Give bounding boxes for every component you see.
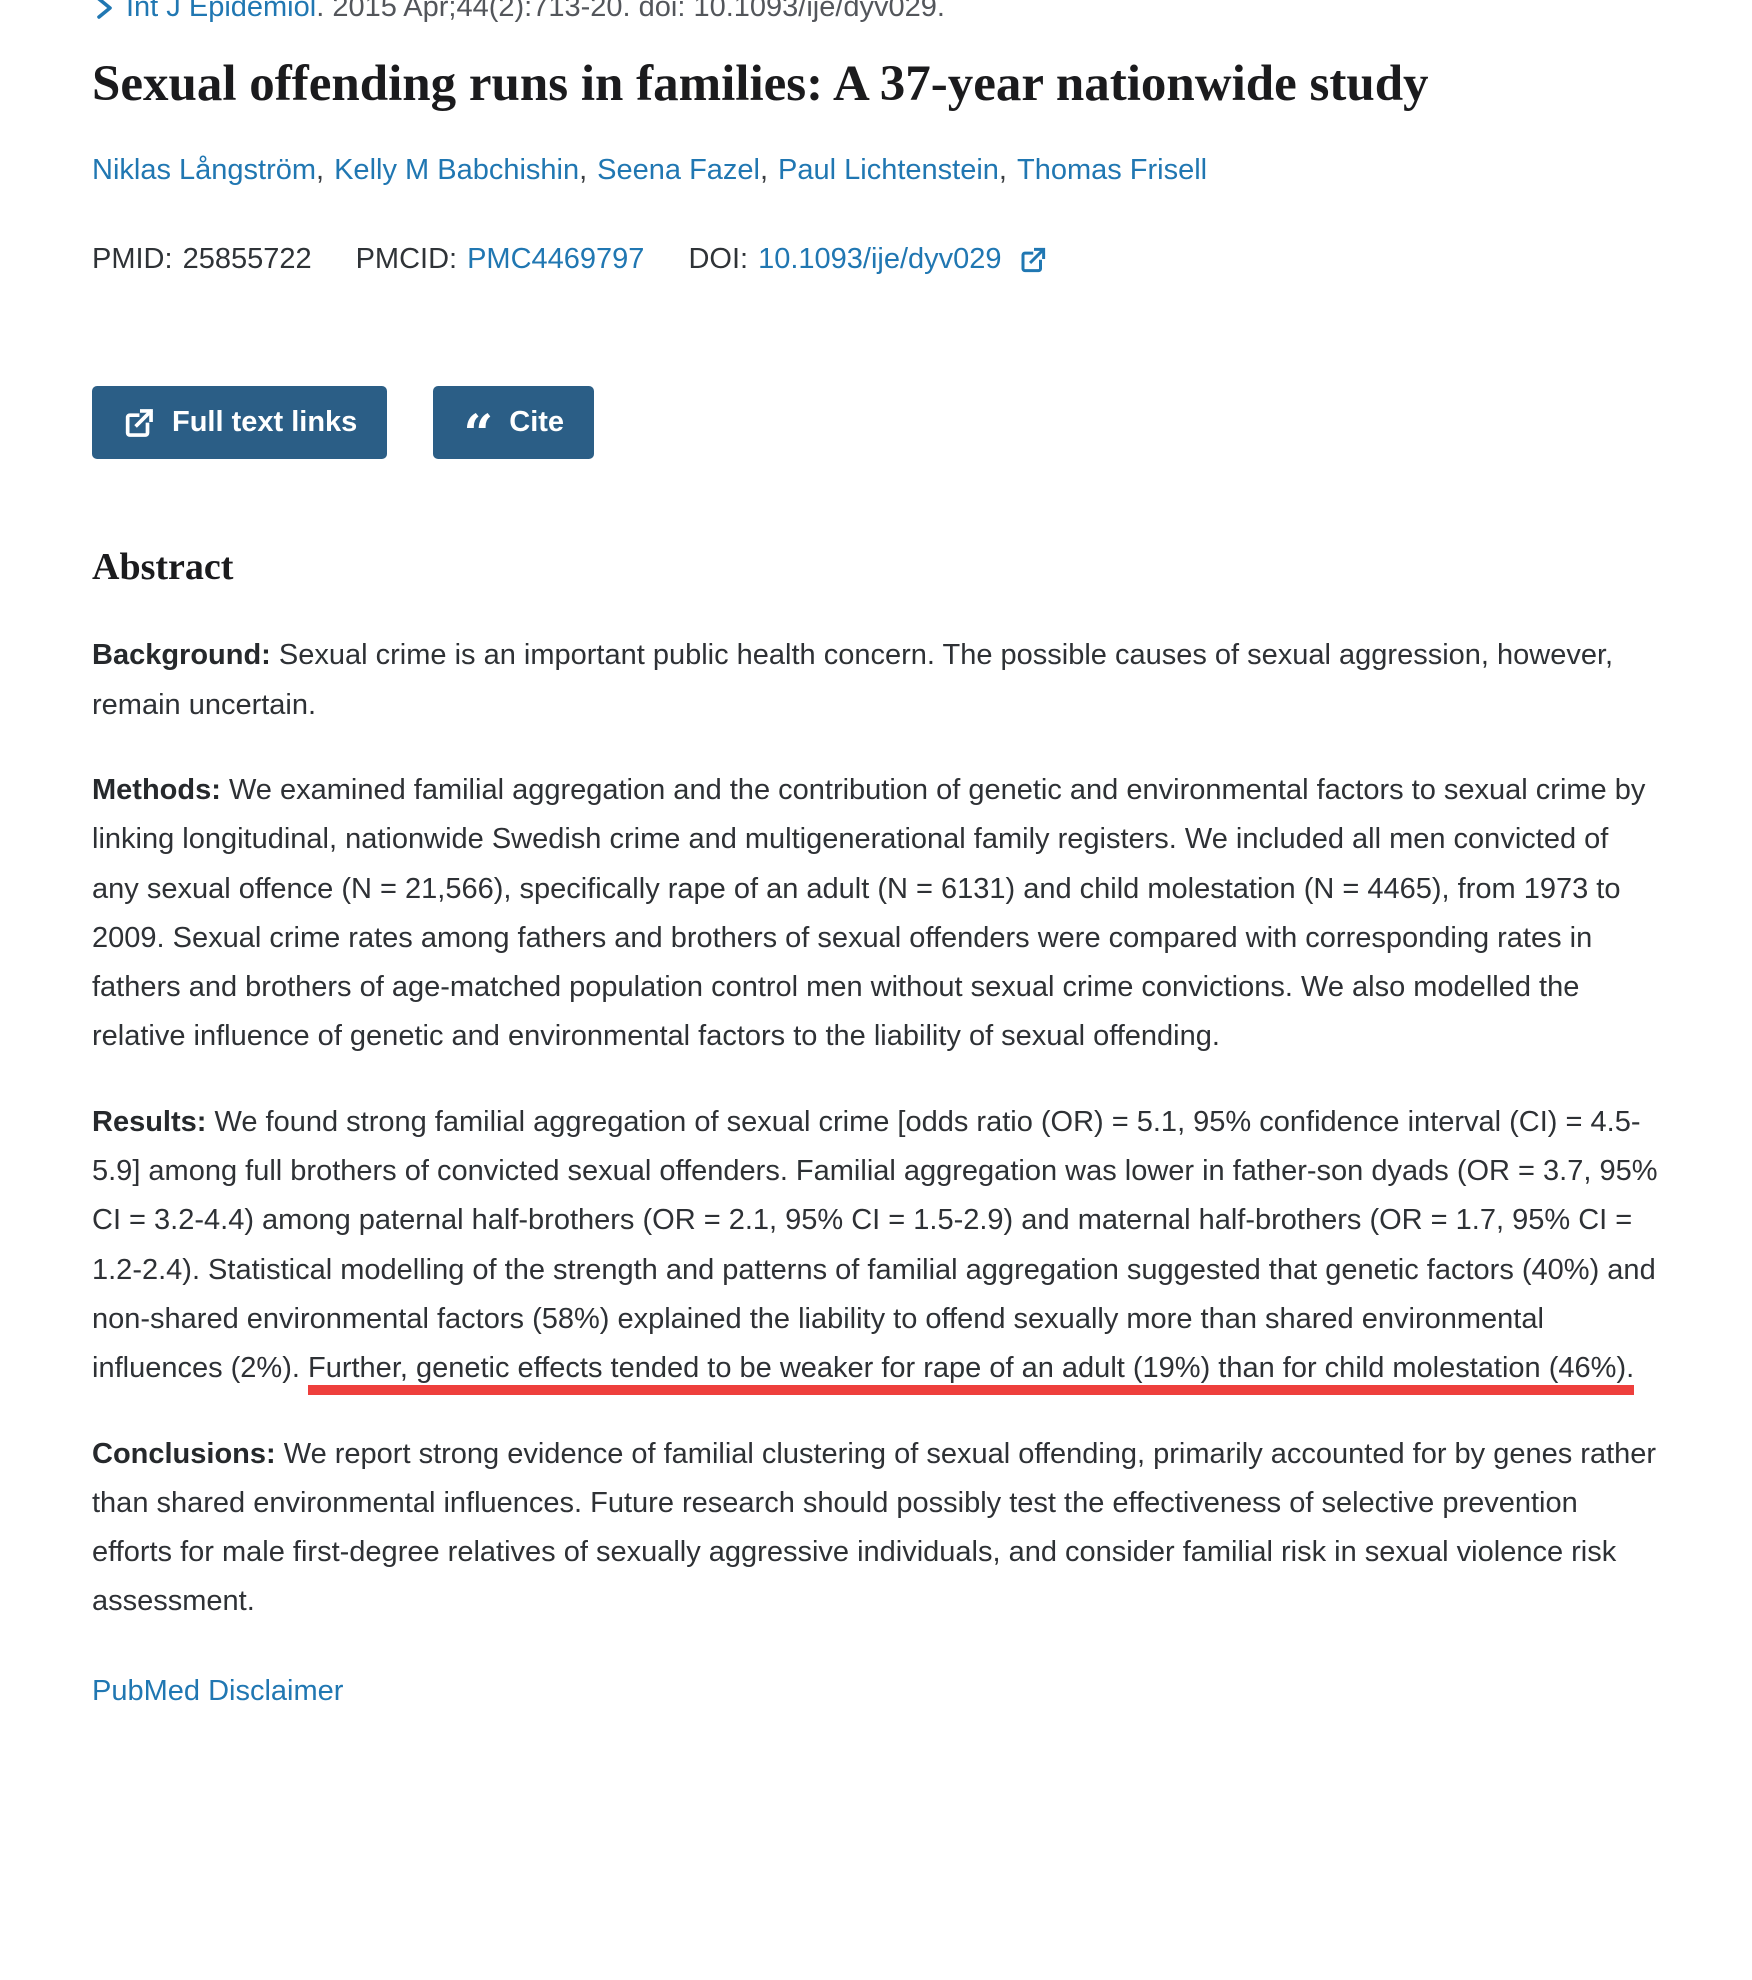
results-label: Results: (92, 1105, 207, 1138)
conclusions-label: Conclusions: (92, 1437, 276, 1470)
pmcid-label: PMCID: (355, 243, 458, 276)
author-link[interactable]: Kelly M Babchishin (334, 153, 580, 186)
author-link[interactable]: Thomas Frisell (1016, 153, 1208, 186)
cite-button[interactable]: “ Cite (433, 386, 595, 460)
doi-item: DOI: 10.1093/ije/dyv029 (688, 243, 1047, 276)
author-separator: , (998, 153, 1007, 186)
pmid-value: 25855722 (182, 243, 312, 276)
methods-text: We examined familial aggregation and the… (92, 773, 1646, 1053)
abstract-conclusions-paragraph: Conclusions: We report strong evidence o… (92, 1430, 1660, 1627)
author-separator: , (316, 153, 325, 186)
abstract-background-paragraph: Background: Sexual crime is an important… (92, 631, 1660, 730)
pubmed-abstract-page: Int J Epidemiol. 2015 Apr;44(2):713-20. … (92, 0, 1660, 1707)
cite-label: Cite (509, 406, 565, 439)
author-link[interactable]: Paul Lichtenstein (778, 153, 999, 186)
authors-list: Niklas Långström, Kelly M Babchishin, Seen… (92, 152, 1660, 190)
methods-label: Methods: (92, 773, 221, 806)
pubmed-disclaimer-link[interactable]: PubMed Disclaimer (92, 1674, 344, 1707)
background-text: Sexual crime is an important public heal… (92, 639, 1614, 721)
full-text-links-label: Full text links (172, 406, 358, 439)
action-buttons-row: Full text links “ Cite (92, 386, 1660, 460)
abstract-results-paragraph: Results: We found strong familial aggreg… (92, 1098, 1660, 1396)
journal-citation-line: Int J Epidemiol. 2015 Apr;44(2):713-20. … (92, 0, 1660, 24)
citation-details: . 2015 Apr;44(2):713-20. doi: 10.1093/ij… (316, 0, 945, 23)
abstract-methods-paragraph: Methods: We examined familial aggregatio… (92, 766, 1660, 1062)
results-underlined-annotation: Further, genetic effects tended to be we… (308, 1352, 1635, 1396)
background-label: Background: (92, 639, 271, 672)
article-title: Sexual offending runs in families: A 37-… (92, 56, 1429, 112)
pmid-item: PMID: 25855722 (92, 243, 312, 276)
author-link[interactable]: Seena Fazel (597, 153, 760, 186)
doi-link[interactable]: 10.1093/ije/dyv029 (758, 243, 1002, 276)
external-link-icon (1018, 245, 1048, 275)
doi-label: DOI: (688, 243, 749, 276)
author-separator: , (579, 153, 588, 186)
journal-link[interactable]: Int J Epidemiol (126, 0, 317, 23)
external-link-icon (122, 406, 156, 440)
author-separator: , (759, 153, 769, 186)
pmid-label: PMID: (92, 243, 173, 276)
conclusions-text: We report strong evidence of familial cl… (92, 1437, 1657, 1618)
author-link[interactable]: Niklas Långström (92, 153, 317, 186)
pmcid-item: PMCID: PMC4469797 (356, 243, 645, 276)
pmcid-link[interactable]: PMC4469797 (467, 243, 645, 276)
results-text: We found strong familial aggregation of … (92, 1105, 1658, 1385)
abstract-heading: Abstract (92, 546, 234, 589)
full-text-links-button[interactable]: Full text links (92, 386, 388, 460)
identifiers-row: PMID: 25855722 PMCID: PMC4469797 DOI: 10… (92, 243, 1660, 276)
chevron-right-icon[interactable] (92, 0, 116, 23)
